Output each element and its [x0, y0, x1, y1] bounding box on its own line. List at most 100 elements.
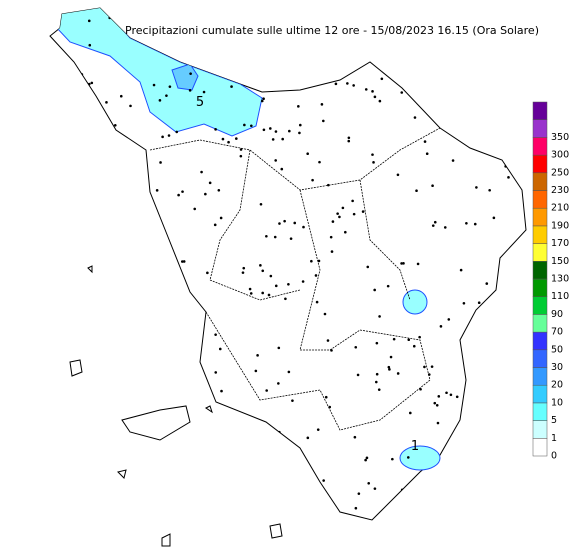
station-dot	[377, 388, 381, 391]
station-dot	[79, 191, 83, 195]
station-dot	[268, 506, 272, 510]
station-dot	[106, 237, 110, 241]
station-dot	[86, 461, 90, 464]
station-dot	[483, 364, 487, 368]
station-dot	[192, 497, 195, 500]
station-dot	[443, 226, 447, 229]
legend-swatch	[532, 119, 548, 138]
station-dot	[107, 176, 110, 180]
legend-label: 5	[551, 415, 557, 426]
station-dot	[95, 118, 98, 121]
station-dot	[474, 496, 477, 500]
station-dot	[353, 435, 357, 439]
station-dot	[509, 273, 512, 277]
region-map: 5 1	[49, 7, 527, 547]
station-dot	[242, 266, 246, 270]
station-dot	[433, 220, 437, 224]
station-dot	[214, 371, 218, 374]
station-dot	[119, 178, 122, 181]
station-dot	[269, 127, 272, 130]
station-dot	[210, 487, 214, 491]
station-dot	[187, 327, 191, 331]
station-dot	[180, 487, 184, 491]
station-dot	[168, 85, 172, 88]
station-dot	[344, 230, 347, 234]
legend-swatch	[532, 367, 548, 386]
station-dot	[488, 69, 491, 72]
station-dot	[249, 67, 253, 71]
station-dot	[338, 215, 341, 219]
station-dot	[439, 325, 443, 328]
station-dot	[254, 482, 258, 486]
station-dot	[91, 165, 94, 169]
station-dot	[181, 190, 184, 193]
station-dot	[182, 260, 186, 263]
station-dot	[329, 235, 333, 239]
station-dot	[86, 485, 90, 489]
station-dot	[378, 99, 382, 103]
station-dot	[161, 135, 164, 139]
station-dot	[230, 85, 233, 88]
station-dot	[260, 99, 264, 103]
station-dot	[102, 177, 106, 181]
station-dot	[100, 264, 103, 267]
station-dot	[64, 437, 68, 441]
legend-label: 50	[551, 344, 563, 355]
station-dot	[327, 183, 330, 187]
station-dot	[428, 79, 431, 82]
legend-swatch	[532, 438, 548, 457]
station-dot	[105, 101, 108, 104]
station-dot	[364, 458, 367, 462]
station-dot	[157, 495, 161, 498]
legend-label: 20	[551, 380, 563, 391]
station-dot	[213, 223, 217, 227]
station-dot	[465, 221, 468, 225]
station-dot	[307, 475, 311, 478]
station-dot	[386, 284, 390, 288]
station-dot	[130, 516, 134, 519]
station-dot	[517, 515, 521, 518]
legend-label: 90	[551, 309, 563, 320]
station-dot	[90, 81, 94, 85]
station-dot	[142, 179, 146, 183]
station-dot	[378, 315, 381, 318]
station-dot	[310, 259, 313, 263]
station-dot	[106, 168, 109, 172]
station-dot	[267, 293, 271, 297]
station-dot	[128, 10, 132, 13]
station-dot	[315, 300, 319, 304]
station-dot	[92, 239, 96, 242]
station-dot	[402, 262, 405, 265]
station-dot	[73, 189, 76, 193]
station-dot	[280, 167, 284, 171]
station-dot	[416, 262, 420, 266]
station-dot	[367, 481, 371, 485]
station-dot	[357, 492, 361, 495]
station-dot	[264, 55, 268, 58]
station-dot	[65, 209, 69, 212]
station-dot	[435, 403, 439, 407]
legend-label: 170	[551, 238, 569, 249]
station-dot	[214, 333, 217, 336]
station-dot	[522, 16, 526, 20]
station-dot	[447, 100, 450, 104]
station-dot	[373, 487, 377, 490]
station-dot	[165, 94, 168, 97]
station-dot	[127, 9, 131, 12]
province-borders	[149, 127, 441, 431]
station-dot	[301, 280, 305, 283]
station-dot	[50, 512, 54, 516]
station-dot	[452, 499, 455, 503]
station-dot	[200, 170, 203, 174]
station-dot	[334, 82, 338, 86]
station-dot	[407, 338, 411, 342]
station-dot	[302, 225, 305, 229]
station-dot	[419, 387, 422, 391]
station-dot	[400, 91, 404, 94]
station-dot	[243, 123, 246, 127]
station-dot	[113, 123, 117, 127]
station-dot	[50, 240, 52, 244]
station-dot	[430, 365, 434, 368]
station-dot	[264, 453, 268, 457]
